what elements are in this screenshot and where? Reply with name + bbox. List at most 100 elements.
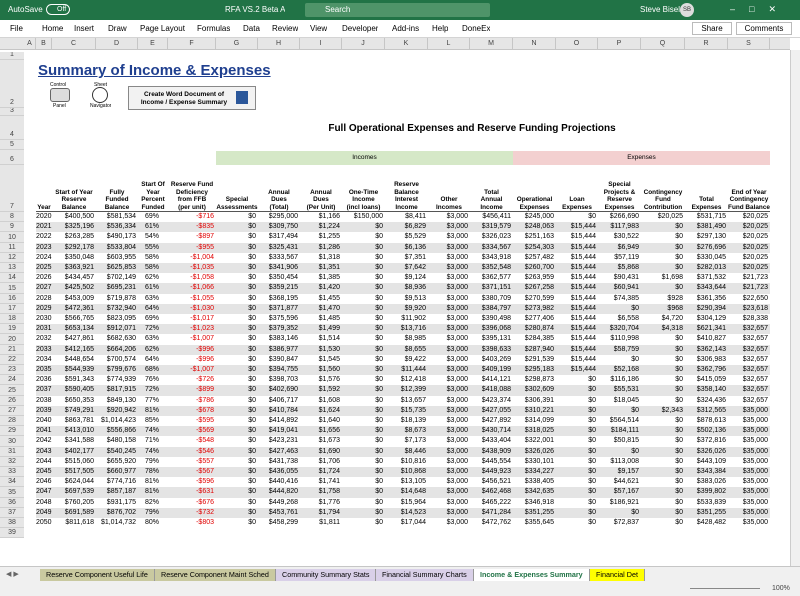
table-cell[interactable]: $0: [216, 436, 258, 446]
table-cell[interactable]: $295,183: [513, 365, 556, 375]
table-cell[interactable]: $1,724: [300, 467, 342, 477]
table-cell[interactable]: $1,560: [300, 365, 342, 375]
table-cell[interactable]: $326,026: [685, 447, 728, 457]
table-cell[interactable]: $0: [342, 355, 385, 365]
table-cell[interactable]: $533,804: [96, 243, 138, 253]
table-cell[interactable]: $0: [216, 324, 258, 334]
table-cell[interactable]: $0: [641, 253, 685, 263]
table-cell[interactable]: $849,130: [96, 396, 138, 406]
table-cell[interactable]: $325,196: [52, 222, 96, 232]
row-header[interactable]: 22: [0, 355, 24, 365]
table-cell[interactable]: $324,436: [685, 396, 728, 406]
navigator-icon[interactable]: [92, 87, 108, 103]
table-cell[interactable]: $13,716: [385, 324, 428, 334]
year-cell[interactable]: 2046: [36, 477, 52, 487]
table-cell[interactable]: $341,906: [258, 263, 300, 273]
row-header[interactable]: 8: [0, 212, 24, 222]
table-cell[interactable]: $817,915: [96, 385, 138, 395]
word-icon[interactable]: [236, 91, 248, 104]
table-cell[interactable]: 61%: [138, 283, 168, 293]
table-cell[interactable]: $314,099: [513, 416, 556, 426]
table-cell[interactable]: $351,255: [513, 508, 556, 518]
table-cell[interactable]: $0: [342, 324, 385, 334]
table-cell[interactable]: $0: [641, 518, 685, 528]
table-cell[interactable]: $334,567: [470, 243, 513, 253]
table-cell[interactable]: $74,385: [598, 294, 641, 304]
year-cell[interactable]: 2035: [36, 365, 52, 375]
table-cell[interactable]: $3,000: [428, 263, 470, 273]
table-cell[interactable]: $0: [342, 457, 385, 467]
table-cell[interactable]: $3,000: [428, 385, 470, 395]
table-cell[interactable]: $0: [598, 447, 641, 457]
table-cell[interactable]: $304,129: [685, 314, 728, 324]
table-cell[interactable]: 54%: [138, 232, 168, 242]
table-cell[interactable]: $5,529: [385, 232, 428, 242]
table-cell[interactable]: $15,444: [556, 243, 598, 253]
table-cell[interactable]: 69%: [138, 212, 168, 222]
table-cell[interactable]: $20,025: [728, 263, 770, 273]
table-cell[interactable]: $20,025: [728, 222, 770, 232]
row-header[interactable]: 9: [0, 222, 24, 232]
row-header[interactable]: 27: [0, 406, 24, 416]
table-cell[interactable]: $456,411: [470, 212, 513, 222]
table-cell[interactable]: $117,983: [598, 222, 641, 232]
table-cell[interactable]: 79%: [138, 508, 168, 518]
row-header[interactable]: 31: [0, 447, 24, 457]
row-header[interactable]: 21: [0, 345, 24, 355]
table-cell[interactable]: $15,444: [556, 324, 598, 334]
table-cell[interactable]: $968: [641, 304, 685, 314]
table-cell[interactable]: $0: [556, 212, 598, 222]
table-cell[interactable]: $433,404: [470, 436, 513, 446]
row-header[interactable]: 20: [0, 334, 24, 344]
share-button[interactable]: Share: [692, 22, 732, 35]
table-cell[interactable]: $0: [641, 243, 685, 253]
table-cell[interactable]: $20,025: [728, 253, 770, 263]
table-cell[interactable]: $13,657: [385, 396, 428, 406]
table-cell[interactable]: $35,000: [728, 426, 770, 436]
table-cell[interactable]: -$678: [168, 406, 216, 416]
table-cell[interactable]: $471,284: [470, 508, 513, 518]
table-cell[interactable]: $363,921: [52, 263, 96, 273]
table-cell[interactable]: $15,444: [556, 345, 598, 355]
table-cell[interactable]: $11,902: [385, 314, 428, 324]
table-cell[interactable]: $383,026: [685, 477, 728, 487]
table-cell[interactable]: $32,657: [728, 355, 770, 365]
table-cell[interactable]: $359,215: [258, 283, 300, 293]
table-cell[interactable]: $3,000: [428, 487, 470, 497]
year-cell[interactable]: 2043: [36, 447, 52, 457]
row-header[interactable]: 6: [0, 150, 24, 165]
year-cell[interactable]: 2030: [36, 314, 52, 324]
table-cell[interactable]: $0: [641, 385, 685, 395]
table-cell[interactable]: $423,231: [258, 436, 300, 446]
table-cell[interactable]: $260,700: [513, 263, 556, 273]
table-cell[interactable]: $1,470: [300, 304, 342, 314]
table-cell[interactable]: $116,186: [598, 375, 641, 385]
table-cell[interactable]: $35,000: [728, 406, 770, 416]
table-cell[interactable]: $0: [216, 355, 258, 365]
table-cell[interactable]: $18,139: [385, 416, 428, 426]
table-cell[interactable]: $0: [216, 273, 258, 283]
table-cell[interactable]: $32,657: [728, 365, 770, 375]
table-cell[interactable]: $0: [342, 396, 385, 406]
table-cell[interactable]: $3,000: [428, 477, 470, 487]
search-box[interactable]: Search: [305, 3, 490, 17]
sheet-tab[interactable]: Income & Expenses Summary: [474, 569, 590, 581]
table-cell[interactable]: $625,853: [96, 263, 138, 273]
year-cell[interactable]: 2022: [36, 232, 52, 242]
table-cell[interactable]: $3,000: [428, 212, 470, 222]
table-cell[interactable]: $52,168: [598, 365, 641, 375]
table-cell[interactable]: $372,816: [685, 436, 728, 446]
table-cell[interactable]: $277,406: [513, 314, 556, 324]
table-cell[interactable]: $113,008: [598, 457, 641, 467]
menu-item[interactable]: Developer: [342, 24, 378, 33]
table-cell[interactable]: $0: [641, 508, 685, 518]
table-cell[interactable]: $0: [216, 283, 258, 293]
sheet-tab[interactable]: Financial Det: [590, 569, 645, 581]
table-cell[interactable]: $0: [342, 243, 385, 253]
table-cell[interactable]: $15,444: [556, 355, 598, 365]
sheet-tab[interactable]: Financial Summary Charts: [376, 569, 474, 581]
table-cell[interactable]: $292,178: [52, 243, 96, 253]
table-cell[interactable]: $0: [556, 416, 598, 426]
menu-item[interactable]: View: [310, 24, 327, 33]
table-cell[interactable]: $32,657: [728, 385, 770, 395]
